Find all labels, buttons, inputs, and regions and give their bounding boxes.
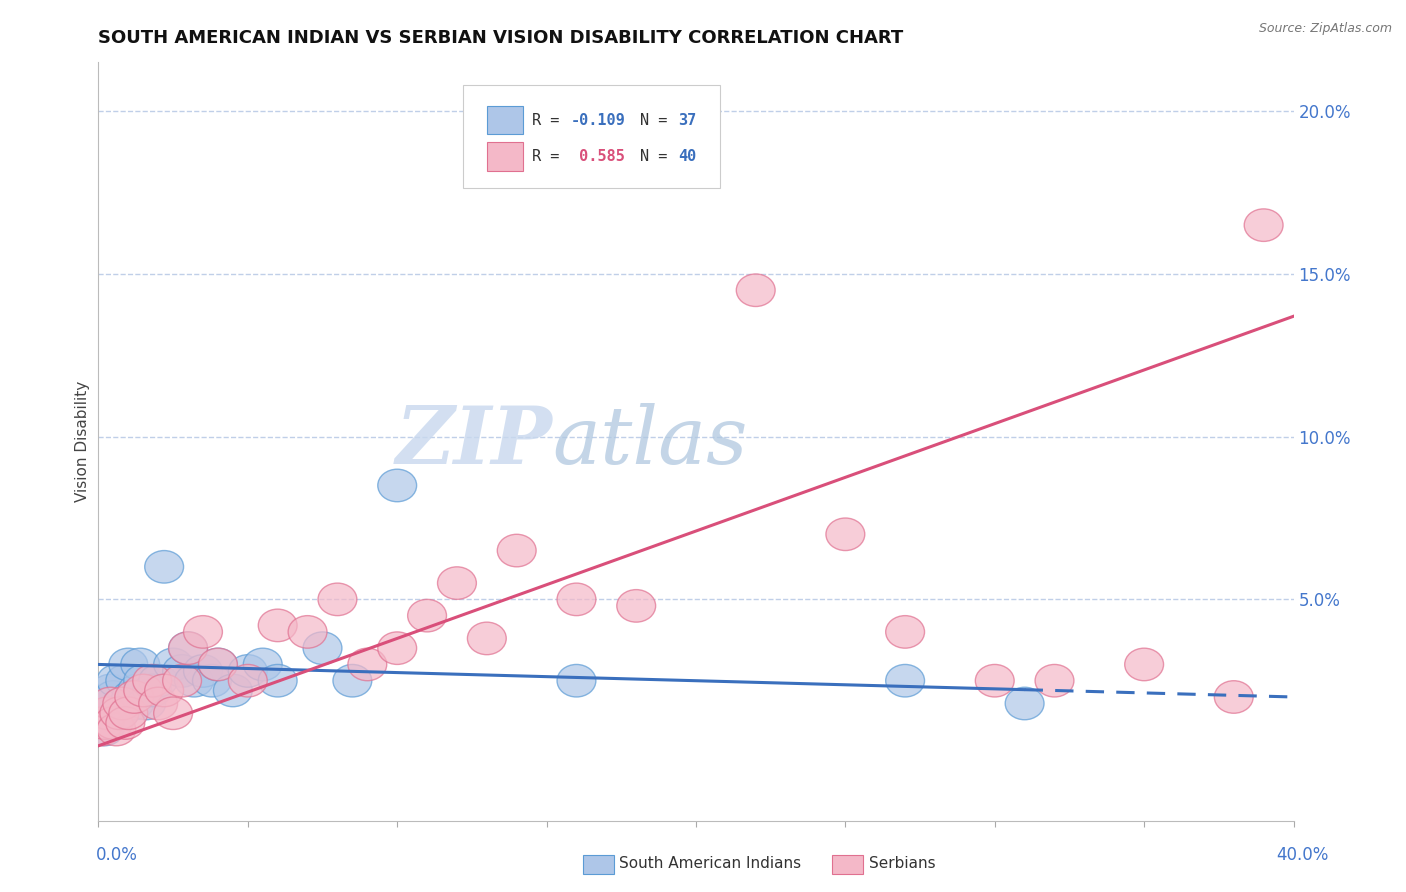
Ellipse shape [163,655,201,687]
Ellipse shape [100,697,139,730]
Text: 40: 40 [678,149,696,164]
Ellipse shape [139,665,177,697]
Ellipse shape [318,583,357,615]
Ellipse shape [347,648,387,681]
Text: SOUTH AMERICAN INDIAN VS SERBIAN VISION DISABILITY CORRELATION CHART: SOUTH AMERICAN INDIAN VS SERBIAN VISION … [98,29,904,47]
FancyBboxPatch shape [486,105,523,135]
Ellipse shape [91,674,129,706]
Ellipse shape [153,697,193,730]
Ellipse shape [115,687,153,720]
Ellipse shape [82,714,121,746]
Ellipse shape [198,648,238,681]
Ellipse shape [228,655,267,687]
Ellipse shape [557,665,596,697]
Text: 40.0%: 40.0% [1277,846,1329,863]
Text: 0.585: 0.585 [571,149,626,164]
Ellipse shape [333,665,371,697]
Ellipse shape [617,590,655,622]
Ellipse shape [1005,687,1045,720]
Ellipse shape [198,648,238,681]
Ellipse shape [259,665,297,697]
Ellipse shape [103,687,142,720]
Ellipse shape [139,687,177,720]
Text: South American Indians: South American Indians [619,856,801,871]
Text: N =: N = [640,149,676,164]
Ellipse shape [467,622,506,655]
Ellipse shape [259,609,297,641]
Ellipse shape [169,632,208,665]
Ellipse shape [124,674,163,706]
Ellipse shape [408,599,447,632]
Text: 37: 37 [678,112,696,128]
Ellipse shape [145,674,184,706]
Ellipse shape [89,697,127,730]
Ellipse shape [1244,209,1284,242]
Ellipse shape [1035,665,1074,697]
Ellipse shape [378,469,416,501]
Ellipse shape [378,632,416,665]
Ellipse shape [94,681,132,714]
Ellipse shape [108,697,148,730]
Ellipse shape [124,665,163,697]
Ellipse shape [118,674,156,706]
Ellipse shape [737,274,775,307]
Ellipse shape [132,665,172,697]
Text: Source: ZipAtlas.com: Source: ZipAtlas.com [1258,22,1392,36]
Ellipse shape [121,648,160,681]
Ellipse shape [127,687,166,720]
Ellipse shape [1125,648,1164,681]
Ellipse shape [163,665,201,697]
Ellipse shape [228,665,267,697]
Ellipse shape [886,665,925,697]
Ellipse shape [145,550,184,583]
Ellipse shape [82,687,121,720]
FancyBboxPatch shape [463,85,720,187]
Ellipse shape [103,687,142,720]
Ellipse shape [498,534,536,566]
Ellipse shape [193,665,232,697]
Ellipse shape [89,706,127,739]
Ellipse shape [437,566,477,599]
Ellipse shape [304,632,342,665]
Text: atlas: atlas [553,403,748,480]
FancyBboxPatch shape [486,142,523,171]
Ellipse shape [132,674,172,706]
Ellipse shape [557,583,596,615]
Text: 0.0%: 0.0% [96,846,138,863]
Ellipse shape [153,648,193,681]
Ellipse shape [825,518,865,550]
Ellipse shape [105,665,145,697]
Text: -0.109: -0.109 [571,112,626,128]
Ellipse shape [886,615,925,648]
Ellipse shape [169,632,208,665]
Ellipse shape [100,697,139,730]
Ellipse shape [105,706,145,739]
Y-axis label: Vision Disability: Vision Disability [75,381,90,502]
Ellipse shape [108,648,148,681]
Text: R =: R = [533,149,569,164]
Text: N =: N = [640,112,676,128]
Text: ZIP: ZIP [395,403,553,480]
Ellipse shape [243,648,283,681]
Ellipse shape [174,665,214,697]
Ellipse shape [84,714,124,746]
Text: R =: R = [533,112,569,128]
Ellipse shape [112,681,150,714]
Ellipse shape [288,615,328,648]
Ellipse shape [976,665,1014,697]
Text: Serbians: Serbians [869,856,935,871]
Ellipse shape [214,674,252,706]
Ellipse shape [184,655,222,687]
Ellipse shape [94,706,132,739]
Ellipse shape [84,706,124,739]
Ellipse shape [97,714,136,746]
Ellipse shape [97,665,136,697]
Ellipse shape [91,697,129,730]
Ellipse shape [91,687,129,720]
Ellipse shape [184,615,222,648]
Ellipse shape [1215,681,1253,714]
Ellipse shape [115,681,153,714]
